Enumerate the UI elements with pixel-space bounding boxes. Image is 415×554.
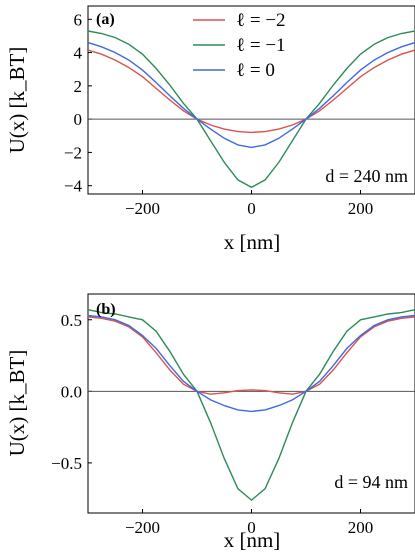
y-axis-label-b: U(x) [k_BT] xyxy=(5,350,29,457)
a-series-line-2 xyxy=(87,41,415,149)
a-series-line-1 xyxy=(87,30,415,189)
a-y-tick-label: 2 xyxy=(74,77,83,96)
a-y-tick-label: −4 xyxy=(64,177,83,196)
a-y-tick-label: 4 xyxy=(74,44,83,63)
legend: ℓ = −2 ℓ = −1 ℓ = 0 xyxy=(193,10,286,81)
b-y-tick-label: −0.5 xyxy=(51,454,82,473)
a-tick-group: −200 0 200 −4 −2 0 2 4 6 xyxy=(64,10,373,218)
b-series-line-1 xyxy=(87,309,415,502)
a-y-tick-label: 0 xyxy=(74,110,83,129)
x-axis-label-a: x [nm] xyxy=(224,230,281,254)
panel-label-a: (a) xyxy=(96,11,115,28)
b-x-tick-label: 200 xyxy=(348,518,374,537)
b-series-lines xyxy=(87,309,415,502)
b-x-tick-label: 0 xyxy=(247,518,256,537)
b-series-line-2 xyxy=(87,314,415,413)
b-y-tick-label: 0.0 xyxy=(61,382,82,401)
a-series-lines xyxy=(87,30,415,189)
legend-label: ℓ = −2 xyxy=(236,10,286,31)
y-axis-label-a: U(x) [k_BT] xyxy=(5,47,29,154)
b-series-line-0 xyxy=(87,316,415,395)
a-x-tick-label: 0 xyxy=(247,199,256,218)
a-x-tick-label: 200 xyxy=(348,199,374,218)
b-tick-group: −200 0 200 −0.5 0.0 0.5 xyxy=(51,311,373,537)
a-series-line-0 xyxy=(87,49,415,134)
b-x-tick-label: −200 xyxy=(125,518,160,537)
annotation-a: d = 240 nm xyxy=(325,166,408,186)
annotation-b: d = 94 nm xyxy=(334,472,408,492)
a-y-tick-label: −2 xyxy=(64,143,82,162)
a-x-tick-label: −200 xyxy=(125,199,160,218)
b-y-tick-label: 0.5 xyxy=(61,311,82,330)
panel-label-b: (b) xyxy=(96,301,116,318)
legend-label: ℓ = 0 xyxy=(236,60,275,81)
a-y-tick-label: 6 xyxy=(74,10,83,29)
panel-b: −200 0 200−0.50.00.5 (b) d = 94 nm x [nm] … xyxy=(5,293,415,552)
x-axis-label-b: x [nm] xyxy=(224,528,281,552)
legend-label: ℓ = −1 xyxy=(236,35,286,56)
